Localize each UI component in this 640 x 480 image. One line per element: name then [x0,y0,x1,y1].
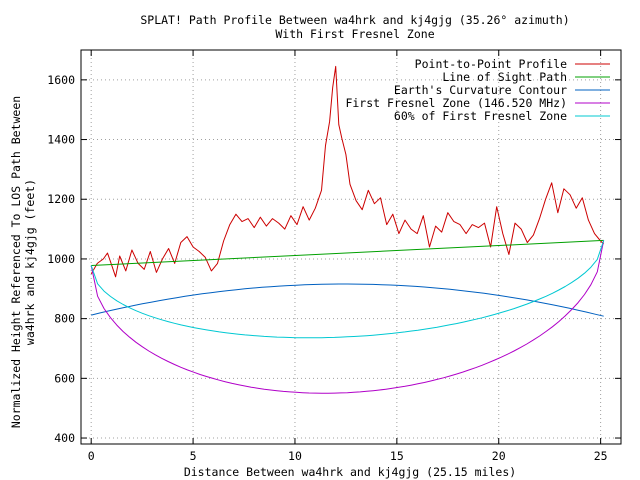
y-axis-label-group: Normalized Height Referenced To LOS Path… [9,96,37,428]
series-line-1 [91,239,604,266]
y-tick-label: 1600 [47,73,75,87]
x-tick-label: 25 [594,449,608,463]
y-tick-label: 800 [54,312,75,326]
x-tick-label: 0 [88,449,95,463]
x-tick-label: 20 [492,449,506,463]
y-tick-label: 1400 [47,133,75,147]
series-line-0 [90,65,605,278]
x-tick-label: 15 [390,449,404,463]
y-tick-label: 400 [54,431,75,445]
x-tick-label: 5 [190,449,197,463]
series-line-2 [91,283,604,317]
series-line-3 [90,240,605,394]
legend-label-2: Earth's Curvature Contour [394,83,567,97]
series-line-4 [90,240,605,339]
y-axis-label-line2: wa4hrk and kj4gjg (feet) [23,179,37,345]
y-tick-label: 1200 [47,192,75,206]
legend-label-0: Point-to-Point Profile [415,57,567,71]
legend-label-3: First Fresnel Zone (146.520 MHz) [345,96,567,110]
y-tick-label: 600 [54,371,75,385]
axes-layer: 0 5 10 15 20 25 400 600 800 1000 1200 1400 1600 [47,49,622,463]
x-axis-label: Distance Between wa4hrk and kj4gjg (25.1… [184,465,516,479]
legend-label-4: 60% of First Fresnel Zone [394,109,567,123]
y-axis-label-line1: Normalized Height Referenced To LOS Path… [9,96,23,428]
legend-label-1: Line of Sight Path [442,70,567,84]
y-tick-label: 1000 [47,252,75,266]
plot-frame [80,49,622,445]
x-tick-label: 10 [288,449,302,463]
chart-title-line1: SPLAT! Path Profile Between wa4hrk and k… [140,13,569,27]
series-layer [90,65,605,394]
chart-title-line2: With First Fresnel Zone [275,27,434,41]
